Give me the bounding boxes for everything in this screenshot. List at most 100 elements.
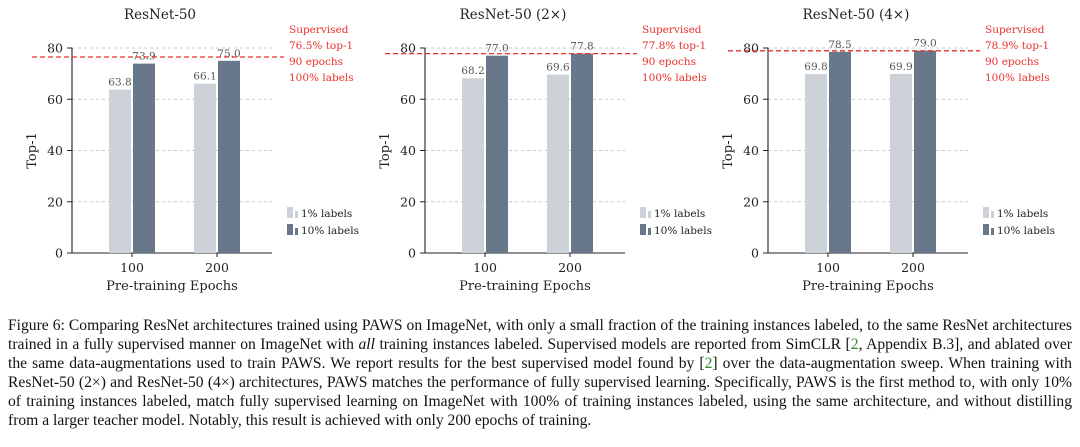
y-tick-label: 60	[743, 92, 759, 107]
x-tick-label: 200	[205, 260, 229, 275]
bar-1pct	[805, 74, 827, 253]
y-tick-label: 20	[743, 194, 759, 209]
legend-label: 10% labels	[654, 225, 712, 237]
bar-1pct	[462, 78, 484, 253]
caption-text: training instances labeled. Supervised m…	[374, 335, 851, 353]
bar-value-label: 78.5	[828, 39, 851, 51]
y-tick-label: 80	[400, 41, 416, 56]
emphasis: all	[358, 335, 375, 353]
supervised-label: Supervised	[985, 24, 1045, 36]
x-axis-label: Pre-training Epochs	[459, 279, 591, 294]
y-axis-label: Top-1	[721, 132, 736, 168]
x-tick-label: 200	[558, 260, 582, 275]
bar-value-label: 66.1	[193, 71, 216, 83]
legend-swatch	[648, 228, 651, 235]
chart-title: ResNet-50 (2×)	[460, 7, 567, 23]
chart-title: ResNet-50 (4×)	[803, 7, 910, 23]
supervised-label: 76.5% top-1	[289, 40, 353, 52]
supervised-label: 78.9% top-1	[985, 40, 1049, 52]
chart-panel-2: ResNet-50 (2×) 0 20 40 60 80 Top-1 100 68.277.0 2…	[378, 7, 712, 294]
figure-caption: Figure 6: Comparing ResNet architectures…	[8, 317, 1072, 430]
supervised-label: 90 epochs	[985, 56, 1039, 68]
bar-1pct	[194, 83, 216, 254]
x-tick-label: 100	[473, 260, 497, 275]
legend-swatch	[648, 211, 651, 218]
supervised-label: 90 epochs	[642, 56, 696, 68]
legend-swatch	[983, 224, 989, 235]
bar-value-label: 69.6	[546, 62, 570, 74]
chart-panel-1: ResNet-50020406080Top-110063.873.920066.…	[25, 7, 359, 294]
y-tick-label: 20	[47, 194, 63, 209]
legend-swatch	[295, 228, 298, 235]
y-axis-label: Top-1	[378, 132, 393, 168]
y-tick-label: 60	[400, 92, 416, 107]
bar-10pct	[914, 50, 936, 253]
y-axis-label: Top-1	[25, 132, 40, 168]
bar-10pct	[571, 53, 593, 254]
bar-value-label: 77.8	[570, 41, 593, 53]
supervised-label: Supervised	[642, 24, 702, 36]
citation-link[interactable]: 2	[850, 335, 859, 353]
bar-1pct	[547, 74, 569, 254]
bar-value-label: 79.0	[913, 38, 936, 50]
bar-10pct	[486, 55, 508, 253]
x-axis-label: Pre-training Epochs	[802, 279, 934, 294]
caption-text: is the first method to, with only 10% of…	[8, 373, 1072, 429]
legend-swatch	[983, 207, 989, 218]
method-name: PAWS	[326, 373, 368, 391]
legend-swatch	[991, 228, 994, 235]
legend-label: 10% labels	[997, 225, 1055, 237]
y-tick-label: 60	[47, 92, 63, 107]
supervised-label: 90 epochs	[289, 56, 343, 68]
figure-panels: ResNet-50020406080Top-110063.873.920066.…	[25, 7, 1055, 294]
x-axis-label: Pre-training Epochs	[106, 279, 238, 294]
legend-swatch	[287, 207, 293, 218]
bar-value-label: 68.2	[461, 65, 484, 77]
y-tick-label: 40	[47, 143, 63, 158]
method-name: PAWS	[280, 354, 322, 372]
supervised-label: Supervised	[289, 24, 349, 36]
bar-10pct	[218, 60, 240, 253]
caption-text: . We report results for the best supervi…	[321, 354, 705, 372]
chart-panel-3: ResNet-50 (4×) 0 20 40 60 80 Top-1 100 69.878.5 2…	[721, 7, 1055, 294]
chart-title: ResNet-50	[124, 7, 196, 23]
supervised-label: 100% labels	[642, 72, 707, 84]
bar-1pct	[890, 73, 912, 253]
caption-text: , Appendix B.3], and ablated over the sa…	[8, 335, 1072, 372]
citation-link[interactable]: 2	[704, 354, 713, 372]
y-tick-label: 0	[751, 246, 759, 261]
bar-10pct	[829, 51, 851, 253]
caption-text: Figure 6: Comparing ResNet architectures…	[8, 317, 362, 334]
caption-text: matches the performance of fully supervi…	[367, 373, 797, 391]
caption-text: on ImageNet, with only a small fraction …	[8, 317, 1072, 353]
supervised-label: 100% labels	[985, 72, 1050, 84]
x-tick-label: 100	[120, 260, 144, 275]
legend-swatch	[640, 207, 646, 218]
supervised-label: 77.8% top-1	[642, 40, 706, 52]
bar-value-label: 75.0	[217, 48, 240, 60]
legend-swatch	[640, 224, 646, 235]
y-tick-label: 0	[408, 246, 416, 261]
supervised-label: 100% labels	[289, 72, 354, 84]
bar-value-label: 77.0	[485, 43, 508, 55]
method-name: PAWS	[361, 317, 403, 334]
method-name: PAWS	[796, 373, 837, 391]
y-tick-label: 80	[47, 41, 63, 56]
bar-1pct	[109, 89, 131, 253]
caption-text: ] over the data-augmentation sweep. When…	[8, 354, 1072, 391]
y-tick-label: 40	[743, 143, 759, 158]
legend-label: 1% labels	[301, 208, 352, 220]
y-tick-label: 0	[55, 246, 63, 261]
y-tick-label: 20	[400, 194, 416, 209]
y-tick-label: 80	[743, 41, 759, 56]
x-tick-label: 100	[816, 260, 840, 275]
legend-label: 1% labels	[654, 208, 705, 220]
x-tick-label: 200	[901, 260, 925, 275]
y-tick-label: 40	[400, 143, 416, 158]
bar-value-label: 63.8	[108, 77, 131, 89]
legend-label: 10% labels	[301, 225, 359, 237]
legend-label: 1% labels	[997, 208, 1048, 220]
bar-value-label: 69.8	[804, 61, 827, 73]
bar-10pct	[133, 63, 155, 253]
legend-swatch	[991, 211, 994, 218]
